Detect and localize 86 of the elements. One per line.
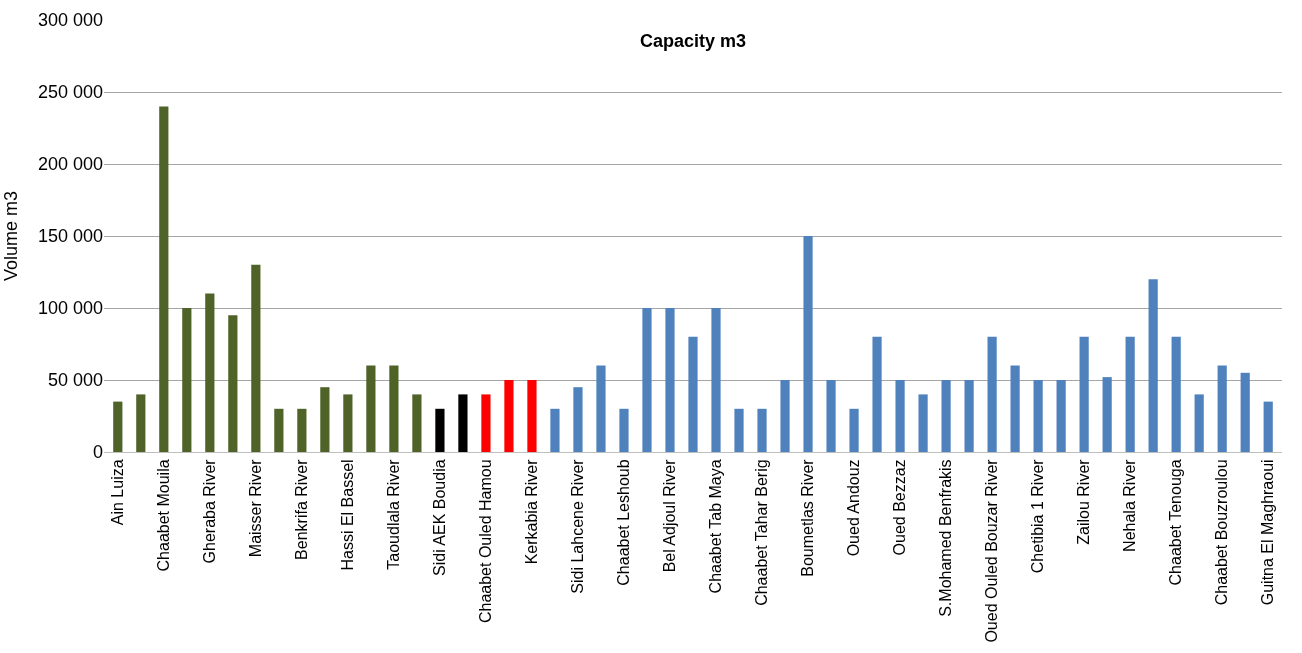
bar (895, 380, 905, 452)
x-tick-label: S.Mohamed Benfrakis (937, 459, 955, 617)
bar (136, 394, 146, 452)
bar (1148, 279, 1158, 452)
bar (964, 380, 974, 452)
bar (182, 308, 192, 452)
bar (1171, 336, 1181, 452)
bar (941, 380, 951, 452)
bar (826, 380, 836, 452)
bar (435, 408, 445, 452)
x-tick-label: Zailou River (1075, 458, 1093, 545)
x-tick-label: Chaabet Leshoub (615, 459, 633, 586)
x-tick-label: Sidi AEK Boudia (431, 459, 449, 576)
x-tick-label: Boumetlas River (799, 458, 817, 577)
y-tick-label: 150 000 (37, 226, 103, 247)
bar (205, 293, 215, 452)
bar (734, 408, 744, 452)
bar (688, 336, 698, 452)
x-tick-label: Oued Andouz (845, 459, 863, 557)
bar (573, 387, 583, 452)
bar (1263, 401, 1273, 452)
y-tick-label: 200 000 (37, 154, 103, 175)
bar (987, 336, 997, 452)
text: Capacity m3 (640, 31, 747, 51)
y-tick-label: 100 000 (37, 298, 103, 319)
bar (1102, 377, 1112, 452)
x-tick-label: Chetibia 1 River (1029, 458, 1047, 574)
x-tick-label: Chaabet Bouzroulou (1213, 459, 1231, 606)
x-tick-label: Oued Bezzaz (891, 459, 909, 556)
bar (1033, 380, 1043, 452)
bar (1010, 365, 1020, 452)
bar (251, 264, 261, 452)
x-tick-label: Chaabet Mouila (155, 459, 173, 572)
bar (1217, 365, 1227, 452)
bar (228, 315, 238, 452)
bar (274, 408, 284, 452)
x-tick-label: Chaabet Tahar Berig (753, 459, 771, 606)
bar (113, 401, 123, 452)
bar (596, 365, 606, 452)
x-tick-label: Taoudlala River (385, 458, 403, 570)
x-tick-label: Kerkabia River (523, 458, 541, 565)
x-tick-label: Hassi El Bassel (339, 459, 357, 571)
bar (527, 380, 537, 452)
bar (343, 394, 353, 452)
bar (1056, 380, 1066, 452)
x-tick-label: Bel Adjoul River (661, 458, 679, 573)
bar (389, 365, 399, 452)
x-tick-label: Benkrifa River (293, 458, 311, 560)
x-tick-label: Gheraba River (201, 458, 219, 564)
bar (757, 408, 767, 452)
x-tick-label: Oued Ouled Bouzar River (983, 458, 1001, 643)
x-tick-label: Chaabet Ouled Hamou (477, 459, 495, 624)
y-axis-title: Volume m3 (1, 190, 22, 282)
bar (320, 387, 330, 452)
bar (366, 365, 376, 452)
x-tick-label: Nehala River (1121, 458, 1139, 552)
bar (504, 380, 514, 452)
bar (918, 394, 928, 452)
x-tick-label: Maisser River (247, 458, 265, 558)
bar (1194, 394, 1204, 452)
bar (159, 106, 169, 452)
bar (872, 336, 882, 452)
bar (458, 394, 468, 452)
y-tick-label: 300 000 (37, 10, 103, 31)
y-tick-label: 250 000 (37, 82, 103, 103)
bar (1240, 372, 1250, 452)
x-tick-label: Chaabet Tab Maya (707, 459, 725, 594)
bar (803, 236, 813, 452)
y-tick-label: 0 (92, 442, 103, 463)
x-tick-label: Ain Luiza (109, 459, 126, 526)
y-tick-label: 50 000 (47, 370, 103, 391)
x-tick-label: Chaabet Tenouga (1167, 459, 1185, 586)
bar (297, 408, 307, 452)
bar (619, 408, 629, 452)
bar (550, 408, 560, 452)
bar (642, 308, 652, 452)
bar (481, 394, 491, 452)
x-tick-label: Guitna El Maghraoui (1259, 459, 1277, 606)
bar (412, 394, 422, 452)
bar (849, 408, 859, 452)
bar (1079, 336, 1089, 452)
bar (780, 380, 790, 452)
bar (711, 308, 721, 452)
bar (1125, 336, 1135, 452)
x-tick-label: Sidi Lahcene River (569, 458, 587, 594)
bar (665, 308, 675, 452)
